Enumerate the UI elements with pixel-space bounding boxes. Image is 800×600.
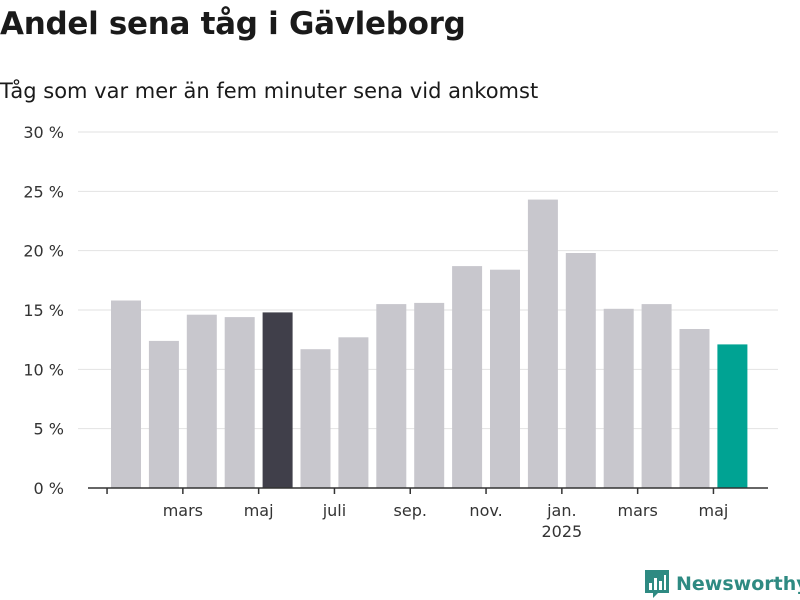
chart-title: Andel sena tåg i Gävleborg: [0, 6, 466, 42]
bar: [376, 304, 407, 488]
bar: [717, 344, 748, 488]
bar: [111, 300, 141, 488]
bar: [338, 337, 369, 488]
newsworthy-logo-icon: [645, 570, 669, 598]
brand-logo: Newsworthy: [644, 569, 800, 599]
bar: [148, 340, 179, 488]
x-tick-label: nov.: [469, 501, 502, 520]
bar: [641, 304, 672, 488]
y-tick-label: 30 %: [23, 123, 64, 142]
bar: [565, 253, 596, 488]
bar: [300, 349, 331, 488]
bar: [414, 302, 445, 488]
y-tick-label: 15 %: [23, 301, 64, 320]
bar: [452, 266, 483, 488]
bar: [186, 314, 217, 488]
x-tick-label: sep.: [394, 501, 427, 520]
y-tick-label: 25 %: [23, 182, 64, 201]
x-tick-label: juli: [322, 501, 346, 520]
y-tick-label: 20 %: [23, 242, 64, 261]
y-tick-label: 10 %: [23, 360, 64, 379]
bar: [527, 199, 558, 488]
brand-name: Newsworthy: [676, 573, 800, 595]
bar: [679, 329, 710, 488]
x-tick-label: maj: [699, 501, 729, 520]
chart-subtitle: Tåg som var mer än fem minuter sena vid …: [0, 79, 539, 103]
y-tick-label: 0 %: [34, 479, 64, 498]
x-tick-year-label: 2025: [541, 522, 582, 541]
bar: [224, 317, 255, 488]
x-tick-label: maj: [244, 501, 274, 520]
y-tick-label: 5 %: [34, 420, 64, 439]
x-tick-label: jan.: [546, 501, 576, 520]
bar: [262, 312, 293, 488]
x-tick-label: mars: [617, 501, 657, 520]
bar: [603, 308, 634, 488]
bar: [490, 269, 520, 488]
x-tick-label: mars: [163, 501, 203, 520]
